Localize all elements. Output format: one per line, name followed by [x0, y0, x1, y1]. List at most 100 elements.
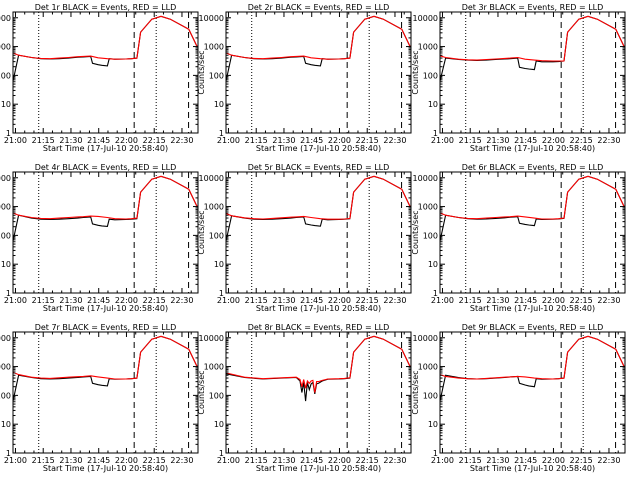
x-tick-label: 21:15 — [32, 136, 55, 145]
x-tick-label: 21:45 — [514, 296, 537, 305]
y-tick-label: 10000 — [0, 334, 11, 343]
x-tick-label: 21:15 — [459, 136, 482, 145]
plot-frame — [439, 11, 626, 134]
lld-series-line — [439, 175, 625, 220]
plot-frame — [225, 331, 412, 454]
panel-title: Det 6r BLACK = Events, RED = LLD — [462, 163, 604, 172]
x-tick-label: 21:15 — [245, 296, 268, 305]
y-tick-label: 1 — [6, 129, 11, 138]
y-tick-label: 10000 — [199, 174, 224, 183]
lld-series-line — [225, 335, 411, 393]
x-tick-label: 22:30 — [170, 136, 193, 145]
detector-panel: 1 10 100 1000 10000 21:00 21:15 21:30 21:45 22:00… — [0, 163, 199, 313]
x-axis-label: Start Time (17-Jul-10 20:58:40) — [43, 464, 168, 473]
y-tick-label: 10 — [428, 100, 438, 109]
y-tick-label: 100 — [423, 391, 438, 400]
y-tick-label: 1 — [219, 129, 224, 138]
x-tick-label: 22:30 — [597, 296, 620, 305]
y-tick-label: 10000 — [413, 14, 438, 23]
y-axis-label: Counts/sec — [411, 210, 420, 254]
panel-title: Det 5r BLACK = Events, RED = LLD — [248, 163, 390, 172]
detector-panel: 1 10 100 1000 10000 21:00 21:15 21:30 21:45 22:00… — [0, 323, 199, 473]
x-tick-label: 21:45 — [300, 296, 323, 305]
y-tick-label: 10 — [214, 420, 224, 429]
x-tick-label: 21:00 — [431, 136, 454, 145]
lld-series-line — [12, 175, 198, 220]
y-tick-label: 1 — [219, 289, 224, 298]
y-tick-label: 10000 — [199, 14, 224, 23]
panel-title: Det 7r BLACK = Events, RED = LLD — [35, 323, 177, 332]
x-tick-label: 22:30 — [170, 296, 193, 305]
x-tick-label: 22:00 — [328, 136, 351, 145]
x-tick-label: 22:30 — [597, 136, 620, 145]
x-tick-label: 22:15 — [356, 456, 379, 465]
x-tick-label: 22:15 — [143, 296, 166, 305]
x-tick-label: 22:30 — [383, 456, 406, 465]
detector-panel: 1 10 100 1000 10000 21:00 21:15 21:30 21:45 22:00… — [197, 3, 412, 153]
y-tick-label: 1 — [433, 449, 438, 458]
detector-panel: 1 10 100 1000 10000 21:00 21:15 21:30 21:45 22:00… — [411, 163, 626, 313]
x-tick-label: 21:30 — [59, 136, 82, 145]
x-tick-label: 21:30 — [59, 456, 82, 465]
x-axis-label: Start Time (17-Jul-10 20:58:40) — [256, 304, 381, 313]
y-tick-label: 1000 — [418, 363, 438, 372]
y-tick-label: 10 — [428, 260, 438, 269]
events-series-line — [225, 175, 411, 242]
x-axis-label: Start Time (17-Jul-10 20:58:40) — [470, 464, 595, 473]
y-tick-label: 10000 — [413, 174, 438, 183]
y-tick-label: 10000 — [0, 174, 11, 183]
x-axis-label: Start Time (17-Jul-10 20:58:40) — [43, 144, 168, 153]
events-series-line — [12, 335, 198, 402]
y-tick-label: 1000 — [204, 203, 224, 212]
panel-title: Det 3r BLACK = Events, RED = LLD — [462, 3, 604, 12]
panel-title: Det 4r BLACK = Events, RED = LLD — [35, 163, 177, 172]
x-tick-label: 22:00 — [542, 296, 565, 305]
y-tick-label: 10 — [214, 100, 224, 109]
x-tick-label: 22:15 — [356, 296, 379, 305]
y-tick-label: 1000 — [418, 203, 438, 212]
events-series-line — [439, 335, 625, 402]
x-tick-label: 21:15 — [32, 296, 55, 305]
x-tick-label: 21:45 — [300, 456, 323, 465]
x-tick-label: 22:00 — [542, 456, 565, 465]
plot-frame — [225, 171, 412, 294]
x-tick-label: 22:15 — [356, 136, 379, 145]
y-tick-label: 100 — [209, 231, 224, 240]
y-tick-label: 1 — [433, 289, 438, 298]
y-tick-label: 1 — [6, 289, 11, 298]
y-tick-label: 10 — [1, 260, 11, 269]
x-tick-label: 21:45 — [87, 456, 110, 465]
x-tick-label: 21:00 — [217, 296, 240, 305]
x-tick-label: 21:45 — [87, 296, 110, 305]
y-axis-label: Counts/sec — [411, 50, 420, 94]
x-tick-label: 21:15 — [459, 456, 482, 465]
detector-panel: 1 10 100 1000 10000 21:00 21:15 21:30 21:45 22:00… — [411, 323, 626, 473]
x-axis-label: Start Time (17-Jul-10 20:58:40) — [256, 144, 381, 153]
x-tick-label: 22:15 — [570, 296, 593, 305]
x-tick-label: 21:30 — [272, 296, 295, 305]
x-axis-label: Start Time (17-Jul-10 20:58:40) — [470, 304, 595, 313]
x-tick-label: 22:00 — [115, 136, 138, 145]
x-tick-label: 22:00 — [328, 456, 351, 465]
y-tick-label: 1000 — [0, 43, 11, 52]
x-tick-label: 22:00 — [115, 456, 138, 465]
y-tick-label: 100 — [423, 71, 438, 80]
x-tick-label: 21:30 — [272, 456, 295, 465]
x-tick-label: 21:00 — [431, 296, 454, 305]
plot-frame — [225, 11, 412, 134]
y-tick-label: 1000 — [204, 43, 224, 52]
y-tick-label: 1000 — [204, 363, 224, 372]
y-tick-label: 100 — [0, 231, 11, 240]
detector-panel: 1 10 100 1000 10000 21:00 21:15 21:30 21:45 22:00… — [0, 3, 199, 153]
x-tick-label: 21:30 — [272, 136, 295, 145]
plot-frame — [12, 331, 199, 454]
x-tick-label: 21:00 — [217, 136, 240, 145]
y-tick-label: 10000 — [413, 334, 438, 343]
y-tick-label: 1 — [433, 129, 438, 138]
lld-series-line — [12, 15, 198, 60]
detector-panel: 1 10 100 1000 10000 21:00 21:15 21:30 21:45 22:00… — [197, 323, 412, 473]
x-tick-label: 21:15 — [32, 456, 55, 465]
plot-frame — [12, 11, 199, 134]
x-tick-label: 21:00 — [431, 456, 454, 465]
x-tick-label: 21:00 — [217, 456, 240, 465]
